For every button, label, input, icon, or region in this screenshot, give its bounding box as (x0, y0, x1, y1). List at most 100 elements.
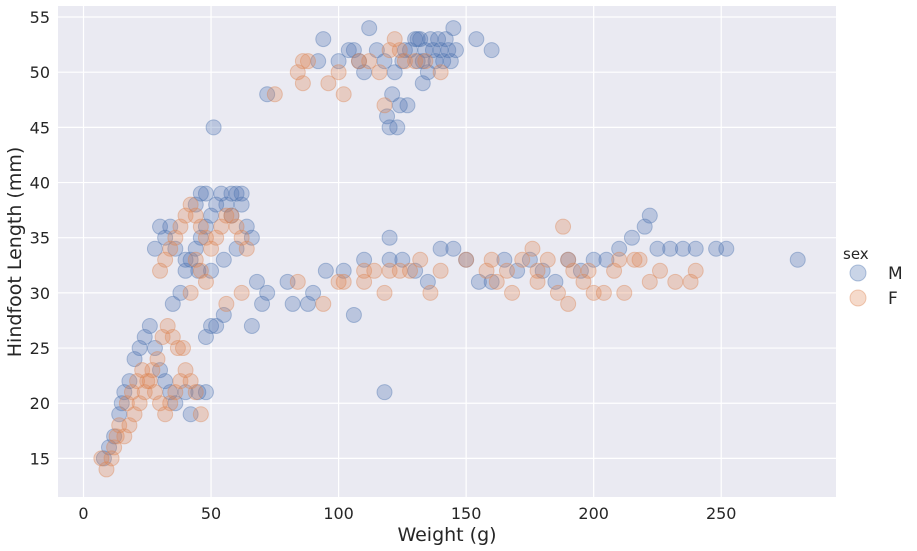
point-m (381, 251, 398, 268)
point-f (172, 373, 189, 390)
point-f (458, 251, 475, 268)
point-f (174, 340, 191, 357)
point-m (205, 119, 222, 136)
point-f (391, 42, 408, 59)
point-f (164, 329, 181, 346)
y-axis-title: Hindfoot Length (mm) (4, 147, 26, 358)
point-m (641, 207, 658, 224)
legend-marker-f (849, 289, 867, 307)
point-m (243, 317, 260, 334)
point-f (498, 262, 515, 279)
point-m (417, 42, 434, 59)
x-tick-label: 200 (578, 504, 609, 523)
point-f (549, 284, 566, 301)
point-m (259, 86, 276, 103)
point-m (572, 262, 589, 279)
point-m (483, 42, 500, 59)
point-m (177, 262, 194, 279)
point-f (366, 262, 383, 279)
point-f (266, 86, 283, 103)
point-m (233, 196, 250, 213)
point-m (340, 42, 357, 59)
point-m (674, 240, 691, 257)
point-m (430, 31, 447, 48)
point-m (215, 251, 232, 268)
point-m (167, 395, 184, 412)
point-f (335, 86, 352, 103)
point-m (381, 229, 398, 246)
point-m (146, 340, 163, 357)
point-f (159, 317, 176, 334)
point-m (254, 295, 271, 312)
point-f (187, 207, 204, 224)
point-f (169, 340, 186, 357)
legend-label-m: M (888, 264, 903, 284)
point-f (187, 251, 204, 268)
point-f (376, 97, 393, 114)
point-m (789, 251, 806, 268)
point-m (157, 229, 174, 246)
point-f (687, 262, 704, 279)
point-m (162, 218, 179, 235)
x-tick-label: 250 (706, 504, 737, 523)
point-f (192, 406, 209, 423)
point-m (547, 273, 564, 290)
point-m (718, 240, 735, 257)
point-f (381, 42, 398, 59)
point-f (146, 384, 163, 401)
point-m (440, 42, 457, 59)
point-f (197, 229, 214, 246)
point-m (177, 251, 194, 268)
gridlines (58, 6, 836, 497)
point-f (407, 53, 424, 70)
point-m (157, 373, 174, 390)
point-m (187, 240, 204, 257)
point-f (488, 273, 505, 290)
point-m (427, 53, 444, 70)
point-f (118, 395, 135, 412)
x-tick-label: 0 (78, 504, 88, 523)
point-f (152, 262, 169, 279)
point-f (238, 240, 255, 257)
point-m (223, 207, 240, 224)
point-f (149, 351, 166, 368)
point-m (394, 53, 411, 70)
point-m (111, 406, 128, 423)
point-m (113, 395, 130, 412)
x-tick-label: 150 (451, 504, 482, 523)
point-m (611, 240, 628, 257)
point-f (361, 53, 378, 70)
point-m (356, 64, 373, 81)
point-f (134, 362, 151, 379)
point-f (651, 262, 668, 279)
y-tick-label: 25 (30, 339, 50, 358)
point-f (376, 284, 393, 301)
point-m (432, 42, 449, 59)
point-m (384, 86, 401, 103)
point-f (294, 53, 311, 70)
point-f (167, 384, 184, 401)
point-f (108, 428, 125, 445)
point-m (182, 406, 199, 423)
point-m (424, 42, 441, 59)
point-f (575, 273, 592, 290)
point-f (560, 251, 577, 268)
point-m (496, 251, 513, 268)
point-m (172, 284, 189, 301)
point-m (190, 384, 207, 401)
y-tick-label: 35 (30, 229, 50, 248)
point-f (123, 384, 140, 401)
point-m (649, 240, 666, 257)
point-f (330, 273, 347, 290)
point-m (192, 229, 209, 246)
point-m (399, 97, 416, 114)
point-m (598, 251, 615, 268)
point-f (432, 64, 449, 81)
plot-background (58, 6, 836, 497)
point-m (391, 97, 408, 114)
point-m (259, 284, 276, 301)
point-m (315, 31, 332, 48)
point-m (368, 42, 385, 59)
point-m (164, 295, 181, 312)
point-m (218, 196, 235, 213)
